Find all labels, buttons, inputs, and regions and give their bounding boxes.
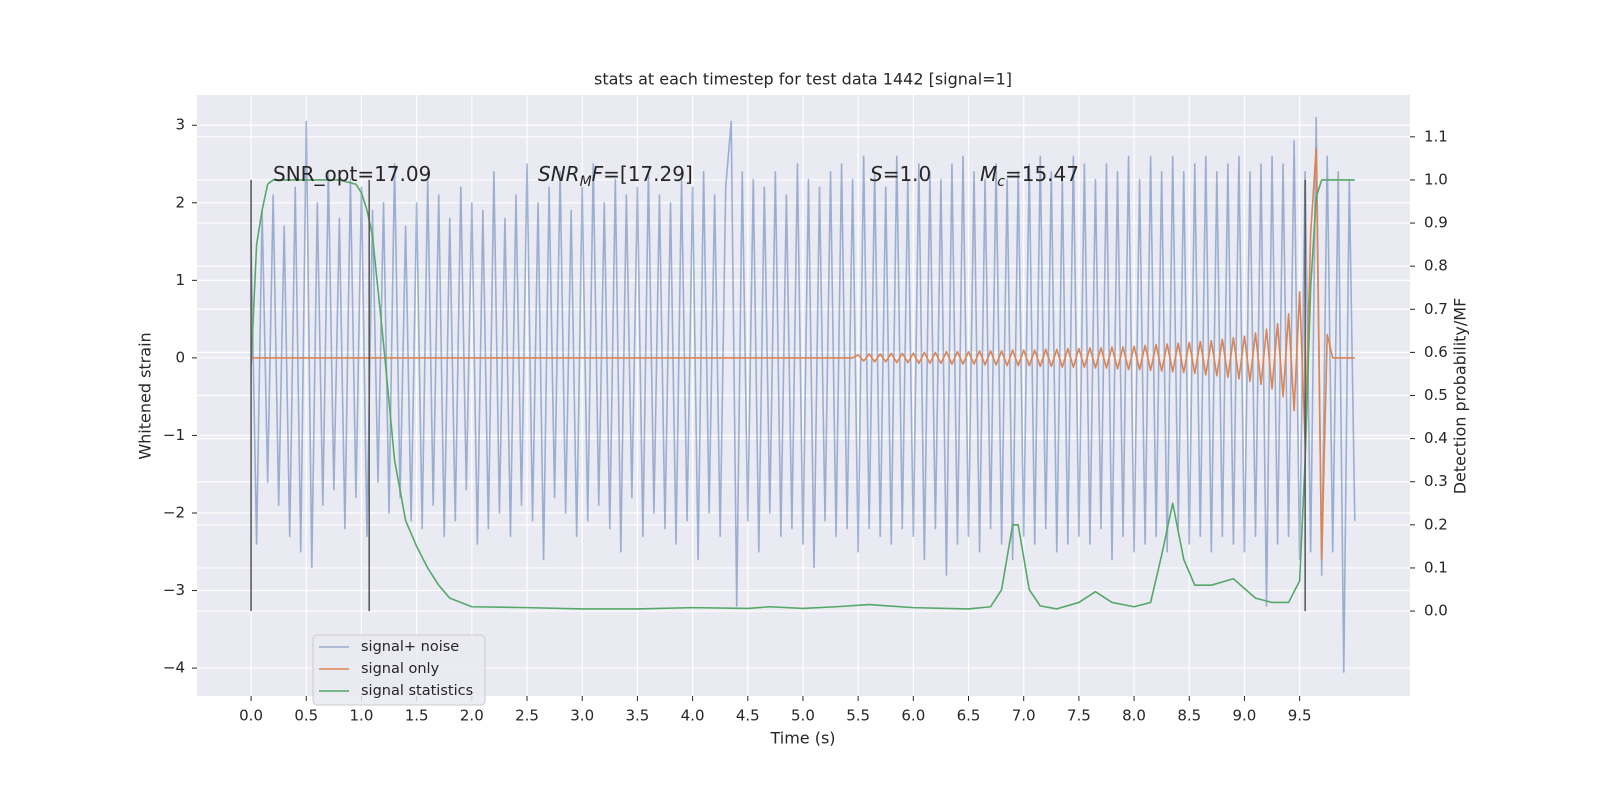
legend-label: signal+ noise — [361, 639, 459, 655]
x-tick-label: 1.0 — [350, 707, 374, 725]
x-tick-label: 0.0 — [239, 707, 263, 725]
legend-box — [312, 634, 486, 706]
annotation-part: =15.47 — [1005, 162, 1079, 186]
y2-axis-label: Detection probability/MF — [1451, 298, 1470, 495]
annotation: SNR_opt=17.09 — [273, 162, 431, 186]
y-tick-label: −4 — [163, 659, 185, 677]
x-tick-label: 4.5 — [736, 707, 760, 725]
annotation-part: S — [870, 162, 883, 186]
x-tick-label: 8.5 — [1177, 707, 1201, 725]
annotation-part: M — [580, 174, 592, 190]
x-tick-label: 8.0 — [1122, 707, 1146, 725]
chart-title: stats at each timestep for test data 144… — [594, 70, 1012, 89]
series-line — [250, 116, 1356, 673]
annotation: SNRMF=[17.29] — [538, 162, 693, 190]
x-tick-label: 6.0 — [901, 707, 925, 725]
annotation-part: c — [997, 174, 1005, 190]
x-tick-label: 9.0 — [1233, 707, 1257, 725]
annotation-part: SNR_opt=17.09 — [273, 162, 431, 186]
annotation-part: =1.0 — [883, 162, 932, 186]
x-tick-label: 3.0 — [570, 707, 594, 725]
y-tick-label: −2 — [163, 503, 185, 521]
y-tick-label: 3 — [175, 116, 185, 134]
y2-tick-label: 0.9 — [1424, 214, 1448, 232]
legend-label: signal only — [361, 661, 440, 677]
x-tick-label: 5.5 — [846, 707, 870, 725]
annotation-part: SNR — [538, 162, 580, 186]
y2-tick-label: 0.6 — [1424, 343, 1448, 361]
x-axis-label: Time (s) — [769, 729, 835, 748]
x-tick-label: 2.5 — [515, 707, 539, 725]
x-tick-label: 3.5 — [625, 707, 649, 725]
series-line — [250, 179, 1355, 610]
y2-tick-label: 0.7 — [1424, 300, 1448, 318]
y2-tick-label: 0.8 — [1424, 257, 1448, 275]
annotation-part: F — [592, 162, 604, 186]
annotation: S=1.0 — [870, 162, 931, 186]
x-tick-label: 1.5 — [405, 707, 429, 725]
x-tick-label: 9.5 — [1288, 707, 1312, 725]
y-tick-label: −3 — [163, 581, 185, 599]
legend-label: signal statistics — [361, 683, 473, 699]
y2-tick-label: 0.1 — [1424, 558, 1448, 576]
annotation-part: M — [980, 162, 997, 186]
y2-tick-label: 0.0 — [1424, 602, 1448, 620]
series-line — [251, 147, 1355, 561]
x-tick-label: 0.5 — [294, 707, 318, 725]
x-tick-label: 2.0 — [460, 707, 484, 725]
y2-tick-label: 0.2 — [1424, 515, 1448, 533]
x-tick-label: 5.0 — [791, 707, 815, 725]
annotation: Mc=15.47 — [980, 162, 1079, 190]
y2-tick-label: 0.4 — [1424, 429, 1448, 447]
y-tick-label: −1 — [163, 426, 185, 444]
y2-tick-label: 0.5 — [1424, 386, 1448, 404]
y2-tick-label: 0.3 — [1424, 472, 1448, 490]
annotation-part: =[17.29] — [603, 162, 693, 186]
x-tick-label: 7.0 — [1012, 707, 1036, 725]
y-axis-label: Whitened strain — [136, 332, 155, 459]
y2-tick-label: 1.1 — [1424, 127, 1448, 145]
x-tick-label: 7.5 — [1067, 707, 1091, 725]
y-tick-label: 1 — [175, 271, 185, 289]
y2-tick-label: 1.0 — [1424, 170, 1448, 188]
x-tick-label: 4.0 — [681, 707, 705, 725]
x-tick-label: 6.5 — [957, 707, 981, 725]
y-tick-label: 0 — [175, 348, 185, 366]
y-tick-label: 2 — [175, 193, 185, 211]
